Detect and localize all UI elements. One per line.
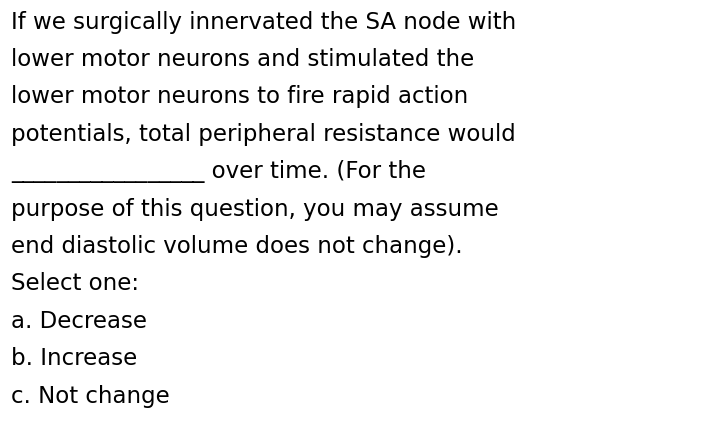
Text: _________________ over time. (For the: _________________ over time. (For the	[11, 160, 426, 183]
Text: c. Not change: c. Not change	[11, 385, 169, 408]
Text: b. Increase: b. Increase	[11, 347, 137, 370]
Text: purpose of this question, you may assume: purpose of this question, you may assume	[11, 198, 498, 221]
Text: lower motor neurons and stimulated the: lower motor neurons and stimulated the	[11, 48, 474, 71]
Text: potentials, total peripheral resistance would: potentials, total peripheral resistance …	[11, 123, 516, 146]
Text: a. Decrease: a. Decrease	[11, 310, 147, 333]
Text: lower motor neurons to fire rapid action: lower motor neurons to fire rapid action	[11, 85, 468, 108]
Text: end diastolic volume does not change).: end diastolic volume does not change).	[11, 235, 462, 258]
Text: Select one:: Select one:	[11, 272, 139, 295]
Text: If we surgically innervated the SA node with: If we surgically innervated the SA node …	[11, 11, 516, 34]
